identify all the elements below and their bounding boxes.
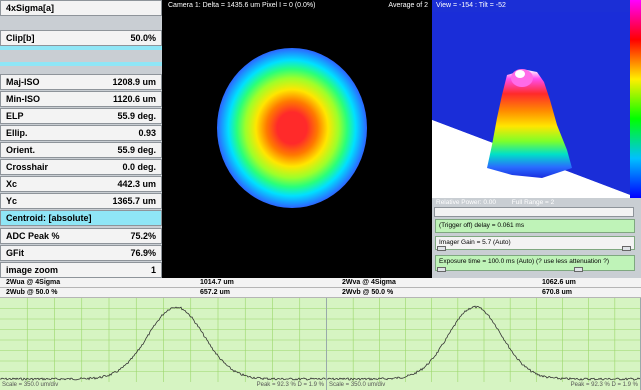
peak-label: Peak = 92.3 % D = 1.9 % xyxy=(570,382,638,388)
param-value: 442.3 um xyxy=(117,179,156,189)
stat-label: 2Wva @ 4Sigma xyxy=(342,279,396,286)
power-range-bar[interactable] xyxy=(434,207,634,217)
gain-slider-knob[interactable] xyxy=(437,246,446,251)
param-label: 4xSigma[a] xyxy=(6,3,55,13)
profile-v-graph xyxy=(327,298,640,382)
profile-u-graph xyxy=(0,298,326,382)
param-row-min-iso[interactable]: Min-ISO 1120.6 um xyxy=(0,91,162,107)
param-value: 50.0% xyxy=(130,33,156,43)
imager-gain-slider[interactable]: Imager Gain = 5.7 (Auto) xyxy=(435,236,635,250)
full-range-label: Full Range = 2 xyxy=(511,199,555,206)
param-label: Xc xyxy=(6,179,18,189)
param-row-maj-iso[interactable]: Maj-ISO 1208.9 um xyxy=(0,74,162,90)
param-value: 1 xyxy=(150,265,156,275)
stat-value: 1062.6 um xyxy=(542,279,576,286)
profile-u-footer: Scale = 350.0 um/div Peak = 92.3 % D = 1… xyxy=(0,382,326,390)
average-label: Average of 2 xyxy=(388,2,428,9)
param-label: Orient. xyxy=(6,145,36,155)
peak-label: Peak = 92.3 % D = 1.9 % xyxy=(256,382,324,388)
param-row-adc-peak[interactable]: ADC Peak % 75.2% xyxy=(0,228,162,244)
param-row-ellip[interactable]: Ellip. 0.93 xyxy=(0,125,162,141)
param-row-centroid[interactable]: Centroid: [absolute] xyxy=(0,210,162,226)
param-label: Yc xyxy=(6,196,18,206)
beam-image-view[interactable]: Camera 1: Delta = 1435.6 um Pixel I = 0 … xyxy=(162,0,432,278)
param-row-elp[interactable]: ELP 55.9 deg. xyxy=(0,108,162,124)
param-value: 75.2% xyxy=(130,231,156,241)
scale-label: Scale = 350.0 um/div xyxy=(329,382,386,388)
exposure-slider-knob-mid[interactable] xyxy=(574,267,583,272)
exposure-slider-knob[interactable] xyxy=(437,267,446,272)
param-label: Centroid: [absolute] xyxy=(6,213,92,223)
param-label: Clip[b] xyxy=(6,33,35,43)
stat-label: 2Wub @ 50.0 % xyxy=(6,289,58,296)
param-value: 55.9 deg. xyxy=(117,111,156,121)
parameter-panel: 4xSigma[a] Clip[b] 50.0% Maj-ISO 1208.9 … xyxy=(0,0,162,278)
param-label: GFit xyxy=(6,248,24,258)
relative-power-label: Relative Power: 0.00 xyxy=(436,199,496,206)
profile-v-footer: Scale = 350.0 um/div Peak = 92.3 % D = 1… xyxy=(327,382,640,390)
param-value: 1120.6 um xyxy=(112,94,156,104)
stat-label: 2Wvb @ 50.0 % xyxy=(342,289,394,296)
stat-row-2wva: 2Wva @ 4Sigma 1062.6 um xyxy=(327,278,641,288)
exposure-time-slider[interactable]: Exposure time = 100.0 ms (Auto) (? use l… xyxy=(435,255,635,271)
stat-value: 657.2 um xyxy=(200,289,230,296)
profile-plot-u[interactable]: Scale = 350.0 um/div Peak = 92.3 % D = 1… xyxy=(0,298,327,390)
scale-label: Scale = 350.0 um/div xyxy=(2,382,59,388)
param-value: 1365.7 um xyxy=(112,196,156,206)
param-row-4xsigma[interactable]: 4xSigma[a] xyxy=(0,0,162,16)
param-row-xc[interactable]: Xc 442.3 um xyxy=(0,176,162,192)
param-value: 1208.9 um xyxy=(112,77,156,87)
param-row-clip[interactable]: Clip[b] 50.0% xyxy=(0,30,162,46)
trigger-delay-field[interactable]: (Trigger off) delay = 0.061 ms xyxy=(435,219,635,233)
profile-curve xyxy=(0,306,326,381)
stat-row-2wub: 2Wub @ 50.0 % 657.2 um xyxy=(0,288,327,298)
stat-label: 2Wua @ 4Sigma xyxy=(6,279,61,286)
stat-row-2wvb: 2Wvb @ 50.0 % 670.8 um xyxy=(327,288,641,298)
clip-indicator-strip xyxy=(0,46,162,50)
param-value: 0.0 deg. xyxy=(122,162,156,172)
param-label: Crosshair xyxy=(6,162,49,172)
param-label: Ellip. xyxy=(6,128,28,138)
gain-slider-knob-right[interactable] xyxy=(622,246,631,251)
profile-plot-v[interactable]: Scale = 350.0 um/div Peak = 92.3 % D = 1… xyxy=(327,298,641,390)
param-row-crosshair[interactable]: Crosshair 0.0 deg. xyxy=(0,159,162,175)
3d-surface-plot xyxy=(432,0,641,198)
param-row-yc[interactable]: Yc 1365.7 um xyxy=(0,193,162,209)
param-row-orient[interactable]: Orient. 55.9 deg. xyxy=(0,142,162,158)
param-label: ELP xyxy=(6,111,24,121)
param-label: image zoom xyxy=(6,265,59,275)
stat-row-2wua: 2Wua @ 4Sigma 1014.7 um xyxy=(0,278,327,288)
stat-value: 1014.7 um xyxy=(200,279,234,286)
divider-strip xyxy=(0,62,162,66)
param-label: Maj-ISO xyxy=(6,77,40,87)
param-value: 55.9 deg. xyxy=(117,145,156,155)
profile-curve xyxy=(327,305,640,381)
beam-spot xyxy=(217,48,367,208)
stat-value: 670.8 um xyxy=(542,289,572,296)
acquisition-controls: Relative Power: 0.00 Full Range = 2 (Tri… xyxy=(432,198,641,278)
param-value: 0.93 xyxy=(138,128,156,138)
param-row-image-zoom[interactable]: image zoom 1 xyxy=(0,262,162,278)
param-label: Min-ISO xyxy=(6,94,40,104)
param-value: 76.9% xyxy=(130,248,156,258)
3d-beam-view[interactable]: View = -154 : Tilt = -52 xyxy=(432,0,641,198)
camera-title: Camera 1: Delta = 1435.6 um Pixel I = 0 … xyxy=(168,2,316,9)
view-angle-label: View = -154 : Tilt = -52 xyxy=(436,2,506,9)
param-row-gfit[interactable]: GFit 76.9% xyxy=(0,245,162,261)
param-label: ADC Peak % xyxy=(6,231,60,241)
